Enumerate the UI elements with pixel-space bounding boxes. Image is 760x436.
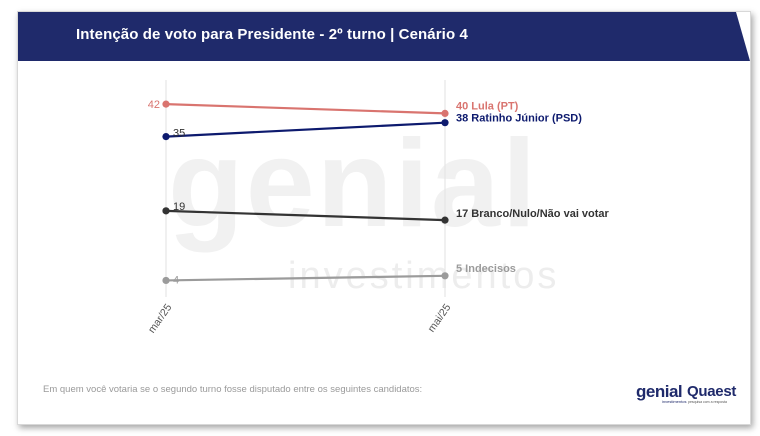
genial-logo: genial investimentos [636, 382, 686, 404]
data-point [162, 133, 170, 141]
line-chart: mar/25 mai/25 42 40 Lula (PT) 35 38 Ratinho J… [146, 80, 610, 336]
series-line [165, 103, 446, 115]
x-tick-label: mar/25 [146, 302, 175, 336]
data-point [162, 207, 170, 215]
header-bar: Intenção de voto para Presidente - 2º tu… [18, 12, 750, 61]
series-end-label: 5 Indecisos [456, 263, 516, 275]
quaest-logo-text: Quaest [687, 383, 737, 400]
data-label-start: 42 [148, 99, 160, 111]
x-tick-label: mai/25 [426, 302, 454, 335]
series-end-label: 38 Ratinho Júnior (PSD) [456, 113, 582, 125]
data-label-start: 19 [173, 201, 185, 213]
series-line [165, 274, 446, 282]
chart-card: Intenção de voto para Presidente - 2º tu… [17, 11, 751, 425]
genial-logo-text: genial [636, 382, 683, 401]
data-point [441, 109, 449, 117]
series-end-label: 17 Branco/Nulo/Não vai votar [456, 208, 610, 220]
series-line [165, 209, 446, 222]
footnote: Em quem você votaria se o segundo turno … [43, 384, 423, 395]
data-point [162, 100, 170, 108]
genial-logo-sub: investimentos [662, 399, 687, 404]
data-point [441, 216, 449, 224]
series-end-label: 40 Lula (PT) [456, 100, 519, 112]
quaest-logo: Quaest pesquisa com a resposta [687, 383, 737, 404]
quaest-logo-sub: pesquisa com a resposta [688, 400, 727, 404]
data-point [441, 272, 449, 280]
data-point [441, 119, 449, 127]
data-point [162, 276, 170, 285]
data-label-start: 4 [173, 274, 179, 286]
page-title: Intenção de voto para Presidente - 2º tu… [76, 26, 468, 43]
data-label-start: 35 [173, 128, 185, 140]
series-line [165, 121, 446, 138]
